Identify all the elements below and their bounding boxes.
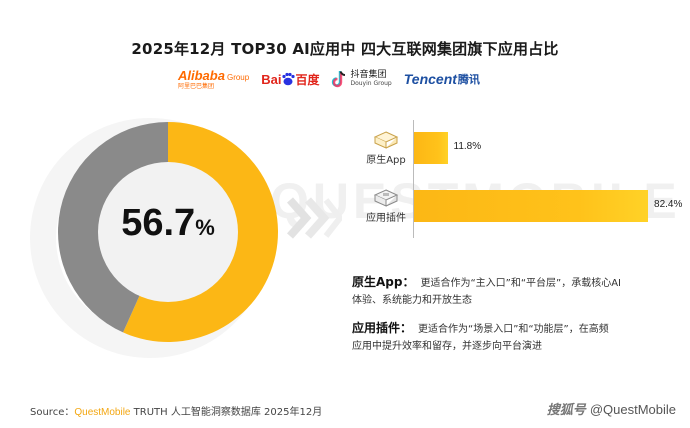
donut-center-value: 56.7 <box>121 202 196 244</box>
alibaba-logo-suffix: Group <box>226 73 250 82</box>
bar-axis-line <box>413 120 414 238</box>
douyin-logo: 抖音集团 Douyin Group <box>331 70 392 88</box>
baidu-logo-cn: 百度 <box>295 72 320 87</box>
tencent-logo: Tencent 腾讯 <box>404 71 480 87</box>
douyin-note-icon <box>332 71 346 88</box>
alibaba-logo-name: Alibaba <box>178 68 225 83</box>
baidu-logo-part1: Bai <box>261 71 282 87</box>
bar-row-native-app: 原生App 11.8% <box>360 128 481 168</box>
chevron-right-icon <box>287 197 342 239</box>
note-line: 更适合作为“主入口”和“平台层”，承载核心AI <box>420 278 621 289</box>
source-brand: QuestMobile <box>74 407 131 418</box>
donut-center-label: 56.7% <box>98 202 238 245</box>
baidu-logo: Bai 百度 du <box>261 71 319 88</box>
credit-handle: @QuestMobile <box>589 402 676 417</box>
note-head: 原生App： <box>352 275 415 289</box>
source-line: Source：QuestMobile TRUTH 人工智能洞察数据库 2025年… <box>30 403 322 418</box>
credit-platform: 搜狐号 <box>546 402 586 417</box>
donut-center-unit: % <box>195 215 215 240</box>
bar-category-label: 应用插件 <box>366 212 406 224</box>
baidu-paw-icon <box>282 72 296 86</box>
bar-value-label: 82.4% <box>654 199 683 210</box>
chart-title: 2025年12月 TOP30 AI应用中 四大互联网集团旗下应用占比 <box>131 40 559 58</box>
douyin-logo-en: Douyin Group <box>350 79 392 87</box>
bar-category-native-app: 原生App <box>360 130 412 166</box>
tencent-logo-en: Tencent <box>403 71 457 87</box>
app-box-icon <box>373 130 399 149</box>
credit-line: 搜狐号 @QuestMobile <box>547 399 676 418</box>
alibaba-logo-cn: 阿里巴巴集团 <box>178 84 215 90</box>
note-plugin: 应用插件： 更适合作为“场景入口”和“功能层”，在高频 应用中提升效率和留存，并逐… <box>352 320 672 355</box>
bar-plugin <box>414 190 649 222</box>
note-line: 体验、系统能力和开放生态 <box>352 295 472 306</box>
tencent-logo-cn: 腾讯 <box>457 74 480 86</box>
donut-inner-circle <box>98 162 238 302</box>
donut-chart <box>58 122 278 342</box>
bar-native-app <box>414 132 448 164</box>
bar-value-label: 11.8% <box>453 141 482 152</box>
bar-row-plugin: 应用插件 82.4% <box>360 186 682 226</box>
source-label: Source： <box>30 407 75 418</box>
bar-category-label: 原生App <box>366 154 406 166</box>
note-native-app: 原生App： 更适合作为“主入口”和“平台层”，承载核心AI 体验、系统能力和开放… <box>352 274 672 309</box>
bar-category-plugin: 应用插件 <box>360 188 412 224</box>
note-line: 更适合作为“场景入口”和“功能层”，在高频 <box>418 324 609 335</box>
douyin-logo-cn: 抖音集团 <box>350 70 387 81</box>
note-line: 应用中提升效率和留存，并逐步向平台演进 <box>352 341 542 352</box>
note-head: 应用插件： <box>352 321 413 335</box>
source-rest: TRUTH 人工智能洞察数据库 2025年12月 <box>130 407 323 418</box>
alibaba-logo: Alibaba Group 阿里巴巴集团 <box>178 68 249 90</box>
plugin-icon <box>373 188 399 207</box>
